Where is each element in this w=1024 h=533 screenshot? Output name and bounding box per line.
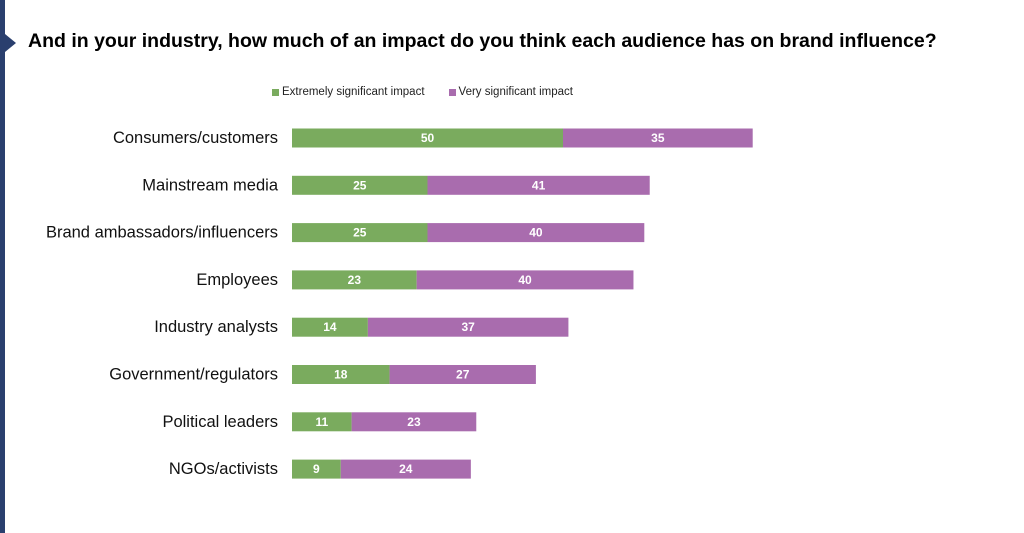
bar-segment: [292, 223, 428, 243]
legend-label: Extremely significant impact: [282, 86, 425, 98]
bar-segment: [292, 175, 428, 195]
category-label: Consumers/customers: [113, 129, 278, 147]
bar-segment: [427, 175, 650, 195]
bar-segment: [416, 270, 634, 290]
bar-segment: [351, 412, 477, 432]
category-label: Mainstream media: [142, 176, 279, 194]
bar-segment: [292, 317, 368, 337]
legend-swatch: [272, 88, 279, 96]
legend-item-very: Very significant impact: [448, 86, 573, 98]
category-label: Political leaders: [162, 413, 278, 431]
legend: Extremely significant impact Very signif…: [272, 86, 573, 98]
data-label: 40: [518, 273, 532, 287]
bar-segment: [563, 128, 753, 148]
bar-segment: [340, 459, 471, 479]
bar-segment: [427, 223, 645, 243]
slide-accent-arrow: [5, 34, 16, 52]
data-label: 27: [456, 368, 470, 382]
category-label: Employees: [196, 271, 278, 289]
bar-segment: [292, 128, 563, 148]
category-label: NGOs/activists: [169, 460, 278, 478]
data-label: 50: [421, 131, 435, 145]
bar-segment: [292, 459, 341, 479]
data-label: 25: [353, 226, 367, 240]
data-label: 18: [334, 368, 348, 382]
data-label: 23: [348, 273, 362, 287]
data-label: 41: [532, 178, 546, 192]
bar-segment: [292, 270, 417, 290]
data-label: 37: [461, 320, 475, 334]
data-label: 25: [353, 178, 367, 192]
chart-title: And in your industry, how much of an imp…: [28, 30, 937, 52]
category-label: Brand ambassadors/influencers: [46, 224, 278, 242]
data-label: 11: [315, 415, 328, 429]
legend-swatch: [448, 88, 456, 96]
slide-accent-bar: [0, 0, 5, 533]
category-label: Industry analysts: [154, 318, 278, 336]
legend-item-extremely: Extremely significant impact: [272, 86, 425, 98]
data-label: 35: [651, 131, 665, 145]
legend-label: Very significant impact: [458, 86, 573, 98]
category-label: Government/regulators: [109, 366, 278, 384]
bar-segment: [292, 365, 390, 384]
data-label: 40: [529, 226, 543, 240]
data-label: 24: [399, 462, 413, 476]
bar-segment: [292, 412, 352, 432]
data-label: 14: [323, 320, 337, 334]
data-label: 9: [313, 462, 320, 476]
bar-segment: [367, 317, 569, 337]
bar-segment: [389, 365, 536, 384]
data-label: 23: [407, 415, 421, 429]
